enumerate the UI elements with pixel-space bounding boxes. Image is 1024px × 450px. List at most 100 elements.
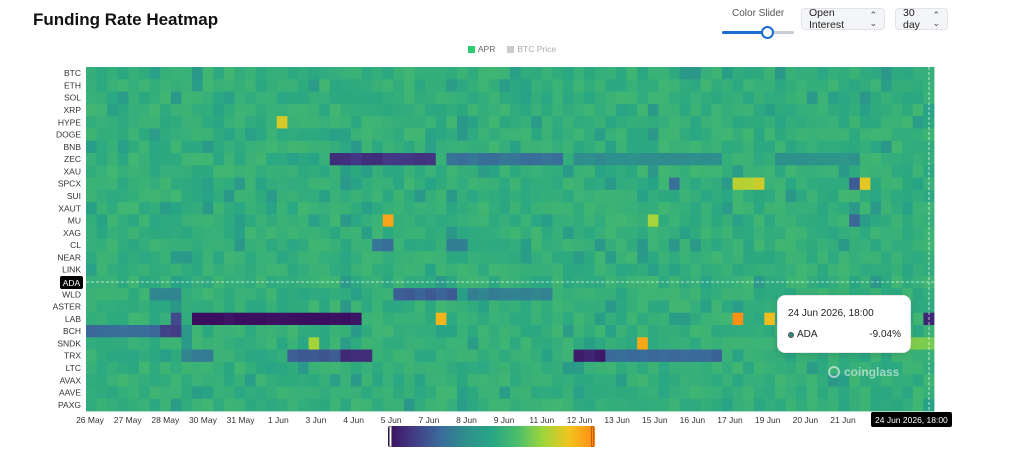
heatmap-cell[interactable] xyxy=(584,398,596,412)
heatmap-cell[interactable] xyxy=(700,361,712,375)
heatmap-cell[interactable] xyxy=(722,67,733,80)
heatmap-cell[interactable] xyxy=(192,116,203,129)
heatmap-cell[interactable] xyxy=(340,239,352,252)
heatmap-cell[interactable] xyxy=(732,202,744,215)
heatmap-cell[interactable] xyxy=(139,288,150,301)
heatmap-cell[interactable] xyxy=(467,153,479,166)
heatmap-cell[interactable] xyxy=(266,251,278,264)
heatmap-cell[interactable] xyxy=(181,288,193,301)
heatmap-cell[interactable] xyxy=(223,251,235,264)
heatmap-cell[interactable] xyxy=(732,349,744,363)
heatmap-cell[interactable] xyxy=(202,263,214,277)
heatmap-cell[interactable] xyxy=(213,226,225,240)
heatmap-cell[interactable] xyxy=(510,103,521,117)
heatmap-cell[interactable] xyxy=(605,374,617,387)
heatmap-cell[interactable] xyxy=(594,214,606,228)
heatmap-cell[interactable] xyxy=(753,398,765,412)
heatmap-cell[interactable] xyxy=(488,263,500,277)
heatmap-cell[interactable] xyxy=(859,79,871,92)
heatmap-cell[interactable] xyxy=(743,386,755,400)
heatmap-cell[interactable] xyxy=(690,374,702,387)
heatmap-cell[interactable] xyxy=(902,239,914,252)
heatmap-cell[interactable] xyxy=(149,288,161,301)
heatmap-cell[interactable] xyxy=(319,140,331,154)
heatmap-cell[interactable] xyxy=(531,312,543,326)
heatmap-cell[interactable] xyxy=(435,165,447,178)
heatmap-cell[interactable] xyxy=(202,67,214,80)
heatmap-cell[interactable] xyxy=(775,349,786,363)
heatmap-cell[interactable] xyxy=(435,214,447,228)
heatmap-cell[interactable] xyxy=(149,177,161,191)
heatmap-cell[interactable] xyxy=(414,177,426,191)
heatmap-cell[interactable] xyxy=(446,386,458,400)
heatmap-cell[interactable] xyxy=(382,386,394,400)
heatmap-cell[interactable] xyxy=(478,300,490,314)
heatmap-cell[interactable] xyxy=(605,361,617,375)
heatmap-cell[interactable] xyxy=(700,398,712,412)
heatmap-cell[interactable] xyxy=(234,337,246,350)
heatmap-cell[interactable] xyxy=(319,226,331,240)
heatmap-cell[interactable] xyxy=(276,128,288,142)
heatmap-cell[interactable] xyxy=(192,189,203,203)
heatmap-cell[interactable] xyxy=(637,288,649,301)
heatmap-cell[interactable] xyxy=(96,79,108,92)
heatmap-cell[interactable] xyxy=(605,263,617,277)
heatmap-cell[interactable] xyxy=(563,300,574,314)
heatmap-cell[interactable] xyxy=(404,312,415,326)
heatmap-cell[interactable] xyxy=(870,189,882,203)
heatmap-cell[interactable] xyxy=(838,374,850,387)
heatmap-cell[interactable] xyxy=(425,103,437,117)
heatmap-cell[interactable] xyxy=(870,128,882,142)
heatmap-cell[interactable] xyxy=(499,386,511,400)
heatmap-cell[interactable] xyxy=(329,177,341,191)
heatmap-cell[interactable] xyxy=(457,202,468,215)
heatmap-cell[interactable] xyxy=(340,189,352,203)
heatmap-cell[interactable] xyxy=(393,288,405,301)
heatmap-cell[interactable] xyxy=(478,140,490,154)
heatmap-cell[interactable] xyxy=(679,288,691,301)
heatmap-cell[interactable] xyxy=(107,128,119,142)
heatmap-cell[interactable] xyxy=(404,140,415,154)
heatmap-cell[interactable] xyxy=(298,214,309,228)
heatmap-cell[interactable] xyxy=(605,153,617,166)
heatmap-cell[interactable] xyxy=(743,325,755,338)
heatmap-cell[interactable] xyxy=(160,325,172,338)
heatmap-cell[interactable] xyxy=(435,263,447,277)
heatmap-cell[interactable] xyxy=(139,398,150,412)
heatmap-cell[interactable] xyxy=(340,386,352,400)
heatmap-cell[interactable] xyxy=(255,140,267,154)
heatmap-cell[interactable] xyxy=(160,251,172,264)
heatmap-cell[interactable] xyxy=(499,263,511,277)
heatmap-cell[interactable] xyxy=(616,214,627,228)
heatmap-cell[interactable] xyxy=(775,140,786,154)
heatmap-cell[interactable] xyxy=(764,103,776,117)
heatmap-cell[interactable] xyxy=(679,312,691,326)
heatmap-cell[interactable] xyxy=(775,226,786,240)
heatmap-cell[interactable] xyxy=(891,153,903,166)
heatmap-cell[interactable] xyxy=(584,251,596,264)
heatmap-cell[interactable] xyxy=(775,91,786,105)
heatmap-cell[interactable] xyxy=(446,116,458,129)
heatmap-cell[interactable] xyxy=(298,374,309,387)
heatmap-cell[interactable] xyxy=(722,226,733,240)
heatmap-cell[interactable] xyxy=(743,140,755,154)
heatmap-cell[interactable] xyxy=(382,165,394,178)
heatmap-cell[interactable] xyxy=(160,349,172,363)
heatmap-cell[interactable] xyxy=(245,337,256,350)
heatmap-cell[interactable] xyxy=(637,153,649,166)
heatmap-cell[interactable] xyxy=(128,103,140,117)
heatmap-cell[interactable] xyxy=(912,361,924,375)
heatmap-cell[interactable] xyxy=(372,337,384,350)
heatmap-cell[interactable] xyxy=(658,226,670,240)
heatmap-cell[interactable] xyxy=(764,239,776,252)
heatmap-cell[interactable] xyxy=(594,288,606,301)
heatmap-cell[interactable] xyxy=(817,226,829,240)
heatmap-cell[interactable] xyxy=(351,288,362,301)
heatmap-cell[interactable] xyxy=(743,312,755,326)
heatmap-cell[interactable] xyxy=(531,239,543,252)
heatmap-cell[interactable] xyxy=(753,239,765,252)
heatmap-cell[interactable] xyxy=(594,177,606,191)
heatmap-cell[interactable] xyxy=(372,300,384,314)
heatmap-cell[interactable] xyxy=(128,140,140,154)
heatmap-cell[interactable] xyxy=(139,386,150,400)
